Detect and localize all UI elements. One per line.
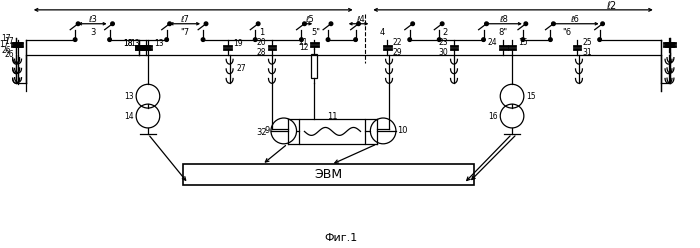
Text: 20: 20 xyxy=(256,38,266,47)
Text: 3: 3 xyxy=(90,28,95,37)
Circle shape xyxy=(484,22,488,26)
Circle shape xyxy=(204,22,208,26)
Circle shape xyxy=(202,38,205,41)
Bar xyxy=(183,164,474,186)
Text: 26: 26 xyxy=(4,50,14,59)
Text: 29: 29 xyxy=(393,48,402,57)
Circle shape xyxy=(329,22,332,26)
Text: 9: 9 xyxy=(265,126,270,135)
Text: 8": 8" xyxy=(498,28,508,37)
Text: 5": 5" xyxy=(312,28,321,37)
Text: 28: 28 xyxy=(256,48,266,57)
Text: 24: 24 xyxy=(488,38,497,47)
Circle shape xyxy=(76,22,80,26)
Text: ℓ5: ℓ5 xyxy=(305,15,314,24)
Circle shape xyxy=(598,38,601,41)
Text: 27: 27 xyxy=(237,64,246,73)
Text: 13: 13 xyxy=(130,39,140,48)
Circle shape xyxy=(601,22,604,26)
Text: 13: 13 xyxy=(154,39,164,48)
Text: 18: 18 xyxy=(122,39,132,48)
Text: 16: 16 xyxy=(489,112,498,121)
Circle shape xyxy=(256,22,260,26)
Text: ℓ6: ℓ6 xyxy=(570,15,580,24)
Circle shape xyxy=(74,38,77,41)
Text: 25: 25 xyxy=(583,38,592,47)
Text: 31: 31 xyxy=(583,48,592,57)
Circle shape xyxy=(411,22,414,26)
Circle shape xyxy=(326,38,330,41)
Text: 11: 11 xyxy=(327,112,337,121)
Circle shape xyxy=(300,38,303,41)
Text: 21: 21 xyxy=(299,38,309,47)
Circle shape xyxy=(253,38,257,41)
Text: 32: 32 xyxy=(256,128,267,137)
Circle shape xyxy=(108,38,111,41)
Circle shape xyxy=(524,22,528,26)
Text: 4: 4 xyxy=(379,28,385,37)
Text: 18: 18 xyxy=(124,39,133,48)
Circle shape xyxy=(552,22,555,26)
Text: 26: 26 xyxy=(1,46,11,55)
Text: 15: 15 xyxy=(526,92,536,101)
Circle shape xyxy=(408,38,412,41)
Text: ℓ4: ℓ4 xyxy=(356,15,365,24)
Circle shape xyxy=(111,22,114,26)
Bar xyxy=(312,54,317,78)
Text: 10: 10 xyxy=(397,126,407,135)
Text: "7: "7 xyxy=(180,28,189,37)
Text: ℓ3: ℓ3 xyxy=(88,15,97,24)
Bar xyxy=(300,119,365,144)
Circle shape xyxy=(354,38,358,41)
Circle shape xyxy=(549,38,552,41)
Text: 17: 17 xyxy=(0,40,9,49)
Text: 23: 23 xyxy=(438,38,448,47)
Text: 15: 15 xyxy=(518,38,528,47)
Text: ЭВМ: ЭВМ xyxy=(314,168,342,181)
Text: 14: 14 xyxy=(125,112,134,121)
Circle shape xyxy=(482,38,485,41)
Text: 19: 19 xyxy=(234,39,243,48)
Text: 1: 1 xyxy=(260,28,265,37)
Text: "6: "6 xyxy=(563,28,572,37)
Text: 17: 17 xyxy=(1,34,11,43)
Text: 2: 2 xyxy=(442,28,448,37)
Circle shape xyxy=(438,38,441,41)
Text: 12: 12 xyxy=(299,43,309,52)
Circle shape xyxy=(357,22,360,26)
Circle shape xyxy=(165,38,169,41)
Text: Фиг.1: Фиг.1 xyxy=(324,233,358,243)
Text: 22: 22 xyxy=(393,38,402,47)
Circle shape xyxy=(302,22,306,26)
Circle shape xyxy=(440,22,444,26)
Text: 13: 13 xyxy=(125,92,134,101)
Circle shape xyxy=(168,22,172,26)
Text: ℓ8: ℓ8 xyxy=(499,15,508,24)
Text: ℓ2: ℓ2 xyxy=(606,1,617,11)
Circle shape xyxy=(521,38,524,41)
Text: 30: 30 xyxy=(438,48,448,57)
Text: 17: 17 xyxy=(4,37,14,46)
Text: ℓ7: ℓ7 xyxy=(180,15,189,24)
